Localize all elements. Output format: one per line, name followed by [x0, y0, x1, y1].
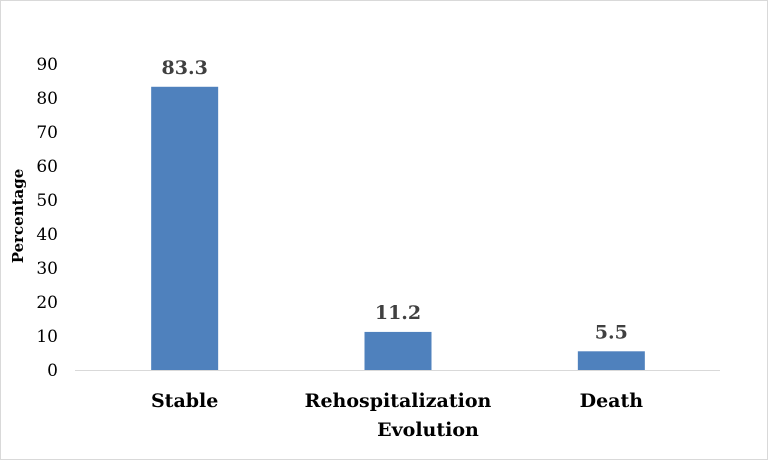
y-tick-label: 70: [36, 123, 58, 143]
y-tick-label: 50: [36, 191, 58, 211]
data-label: 83.3: [162, 57, 208, 79]
data-label: 5.5: [595, 321, 628, 343]
category-label-line2: Evolution: [377, 419, 479, 441]
y-axis-label: Percentage: [9, 169, 27, 264]
data-labels: 83.3 11.2 5.5: [162, 57, 628, 344]
category-label: Death: [580, 390, 644, 412]
bar: [364, 331, 432, 370]
category-label: Stable: [151, 390, 218, 412]
y-axis-ticks: 0 10 20 30 40 50 60 70 80 90: [36, 55, 58, 381]
y-tick-label: 30: [36, 259, 58, 279]
category-labels: Stable Rehospitalization Evolution Death: [151, 390, 643, 441]
bars: [151, 86, 645, 370]
y-tick-label: 10: [36, 327, 58, 347]
y-tick-label: 60: [36, 157, 58, 177]
bar: [577, 351, 645, 370]
bar: [151, 86, 219, 370]
y-tick-label: 80: [36, 89, 58, 109]
y-tick-label: 40: [36, 225, 58, 245]
y-tick-label: 90: [36, 55, 58, 75]
category-label: Rehospitalization: [305, 390, 492, 412]
y-tick-label: 0: [47, 361, 58, 381]
data-label: 11.2: [375, 302, 421, 324]
y-tick-label: 20: [36, 293, 58, 313]
